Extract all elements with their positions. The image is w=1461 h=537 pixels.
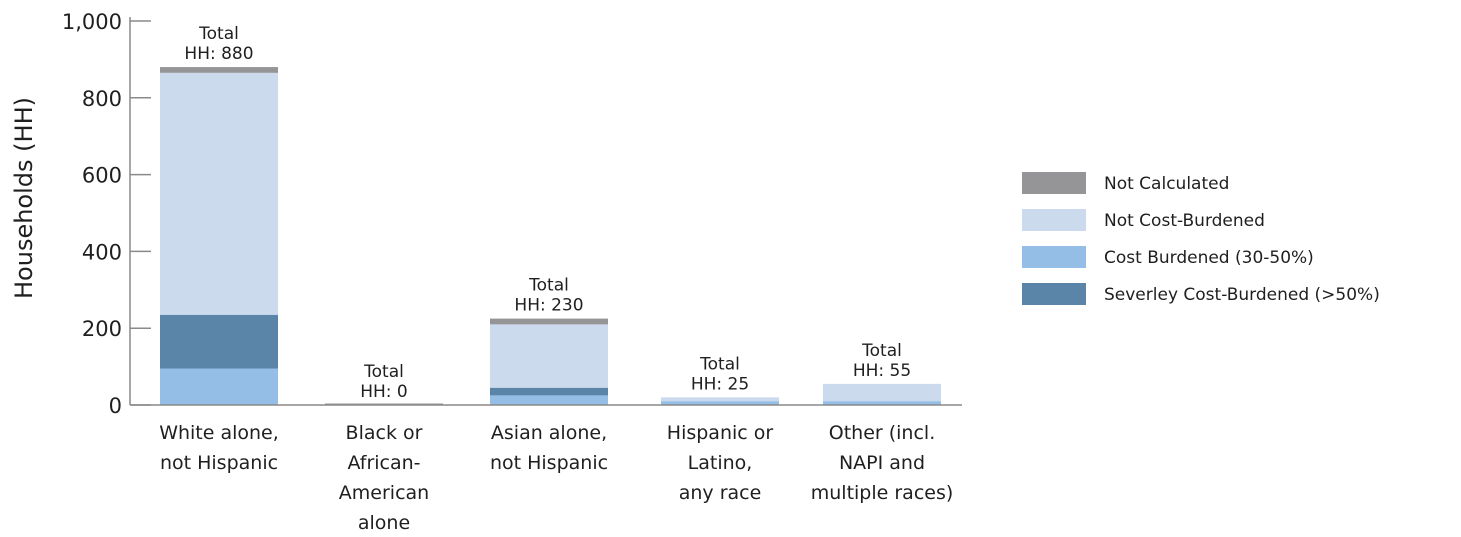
x-tick-label: White alone, not Hispanic: [159, 422, 279, 474]
y-tick-label: 400: [82, 240, 122, 264]
bars: [160, 67, 941, 406]
legend-label: Not Cost-Burdened: [1104, 211, 1265, 231]
legend-item: Severley Cost-Burdened (>50%): [1022, 283, 1380, 305]
total-label: Total HH: 25: [691, 354, 749, 394]
x-tick-label: Other (incl. NAPI and multiple races): [811, 422, 954, 504]
legend-swatch: [1022, 172, 1086, 194]
legend-swatch: [1022, 283, 1086, 305]
y-tick-label: 600: [82, 164, 122, 188]
total-label: Total HH: 880: [184, 24, 253, 64]
legend-label: Cost Burdened (30-50%): [1104, 248, 1314, 268]
bar-segment: [160, 72, 278, 315]
x-tick-label: Black or African-American alone: [339, 422, 429, 534]
x-tick-label: Hispanic or Latino, any race: [667, 422, 774, 504]
total-labels: Total HH: 880 Total HH: 0 Total HH: 230 Total H…: [184, 24, 911, 402]
bar-segment: [160, 368, 278, 405]
x-tick-label: Asian alone, not Hispanic: [490, 422, 608, 474]
bar-segment: [661, 397, 779, 402]
legend-item: Cost Burdened (30-50%): [1022, 246, 1314, 268]
legend-item: Not Cost-Burdened: [1022, 209, 1265, 231]
legend: Not Calculated Not Cost-Burdened Cost Burd…: [1022, 172, 1380, 305]
legend-item: Not Calculated: [1022, 172, 1229, 194]
bar-segment: [490, 318, 608, 325]
bar-segment: [490, 395, 608, 405]
total-label: Total HH: 55: [853, 341, 911, 381]
y-tick-label: 0: [109, 394, 122, 418]
y-tick-label: 200: [82, 317, 122, 341]
legend-swatch: [1022, 246, 1086, 268]
bar-segment: [823, 383, 941, 402]
y-axis: 0 200 400 600 800 1,000: [62, 10, 151, 418]
total-label: Total HH: 230: [514, 276, 583, 316]
legend-swatch: [1022, 209, 1086, 231]
bar-segment: [823, 401, 941, 405]
legend-label: Not Calculated: [1104, 174, 1229, 194]
total-label: Total HH: 0: [360, 362, 408, 402]
bar-segment: [160, 67, 278, 73]
y-tick-label: 800: [82, 87, 122, 111]
bar-segment: [490, 387, 608, 396]
legend-label: Severley Cost-Burdened (>50%): [1104, 285, 1380, 305]
y-axis-label: Households (HH): [10, 97, 38, 299]
y-tick-label: 1,000: [62, 10, 122, 34]
x-axis: White alone, not Hispanic Black or African-…: [130, 404, 962, 534]
bar-segment: [490, 324, 608, 388]
bar-segment: [661, 401, 779, 405]
bar-segment: [160, 314, 278, 369]
